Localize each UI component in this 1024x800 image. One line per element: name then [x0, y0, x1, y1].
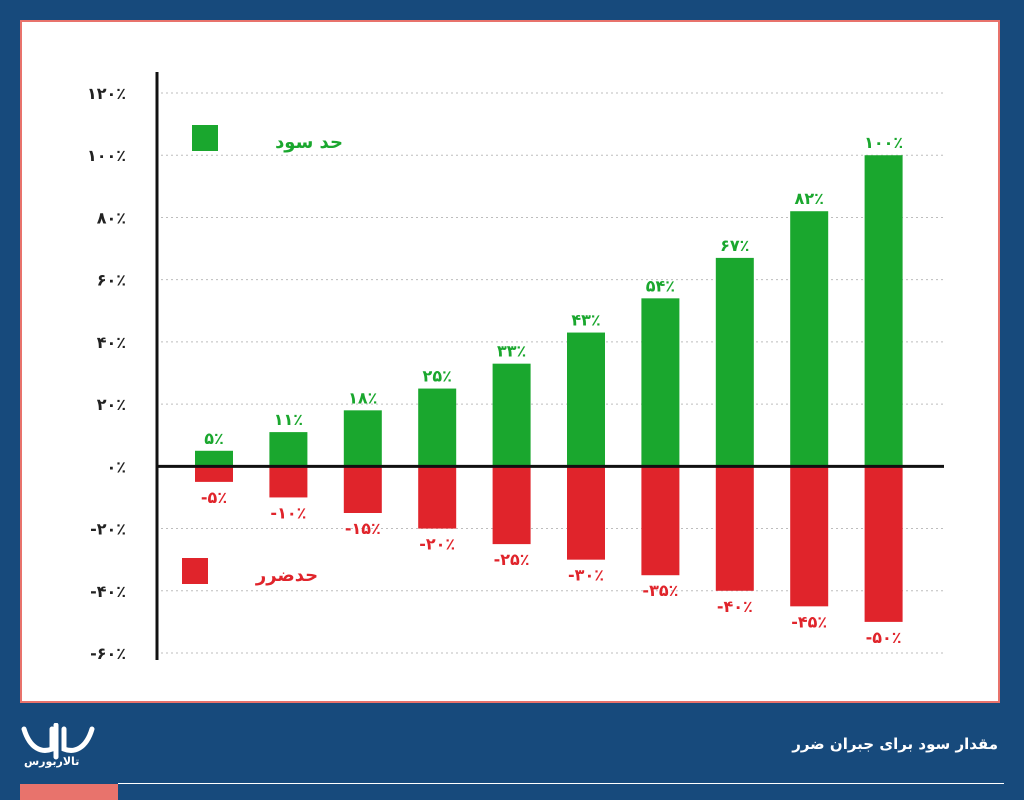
loss-bar — [195, 466, 233, 482]
profit-bar — [418, 388, 457, 467]
y-tick-label: ۴۰٪ — [97, 333, 126, 352]
y-tick-label: ۶۰٪ — [97, 271, 126, 290]
legend-profit-label: حد سود — [275, 132, 343, 153]
y-tick-label: ۸۰٪ — [97, 208, 126, 227]
data-label: ۴۳٪ — [571, 311, 600, 330]
logo-text: تالاربورس — [24, 755, 80, 768]
data-label: -۳۵٪ — [642, 581, 678, 600]
y-tick-label: -۶۰٪ — [90, 644, 126, 663]
data-label: -۲۵٪ — [494, 550, 530, 569]
profit-bar — [641, 298, 680, 467]
loss-bar — [343, 466, 382, 513]
loss-bar — [269, 466, 308, 498]
data-label: ۲۵٪ — [423, 367, 452, 386]
profit-bar — [864, 155, 903, 467]
footer: تالاربورس مقدار سود برای جبران ضرر — [0, 703, 1024, 800]
data-label: ۱۸٪ — [348, 388, 377, 407]
loss-bar — [567, 466, 605, 560]
data-label: ۱۱٪ — [274, 410, 303, 429]
data-label: ۳۳٪ — [497, 342, 526, 361]
data-label: ۱۰۰٪ — [864, 133, 903, 152]
footer-divider — [118, 783, 1004, 784]
data-label: ۵۴٪ — [646, 276, 675, 295]
profit-bar — [715, 257, 754, 467]
y-tick-label: ۱۲۰٪ — [87, 84, 126, 103]
data-label: -۲۰٪ — [419, 535, 455, 554]
legend-loss-swatch — [182, 558, 208, 584]
data-label: -۵۰٪ — [866, 628, 902, 647]
loss-bar — [715, 466, 754, 591]
chart-caption: مقدار سود برای جبران ضرر — [792, 735, 998, 753]
loss-bar — [864, 466, 903, 622]
y-tick-label: ۰٪ — [106, 457, 126, 476]
y-tick-label: ۱۰۰٪ — [87, 146, 126, 165]
profit-bar — [492, 363, 531, 467]
loss-bar — [492, 466, 531, 545]
logo-icon — [21, 723, 95, 760]
legend-loss-label: حدضرر — [255, 565, 318, 586]
data-label: ۶۷٪ — [720, 236, 749, 255]
loss-bar — [790, 466, 829, 607]
profit-bar — [195, 450, 233, 467]
data-label: ۸۲٪ — [795, 189, 824, 208]
profit-bar — [567, 332, 605, 467]
loss-bar — [418, 466, 457, 529]
y-tick-label: -۲۰٪ — [90, 520, 126, 539]
loss-bar — [641, 466, 680, 576]
profit-bar — [269, 432, 308, 467]
data-label: -۱۰٪ — [270, 503, 306, 522]
data-label: -۱۵٪ — [345, 519, 381, 538]
legend-profit-swatch — [192, 125, 218, 151]
data-label: -۳۰٪ — [568, 566, 604, 585]
y-tick-label: -۴۰٪ — [90, 582, 126, 601]
profit-bar — [790, 211, 829, 467]
profit-loss-chart: ۱۲۰٪ ۱۰۰٪ ۸۰٪ ۶۰٪ ۴۰٪ ۲۰٪ ۰٪ -۲۰٪ -۴۰٪ -۶۰٪ ۵٪ ۱۱٪ ۱… — [87, 72, 944, 663]
data-label: -۵٪ — [201, 488, 227, 507]
data-label: -۴۰٪ — [717, 597, 753, 616]
data-label: -۴۵٪ — [791, 612, 827, 631]
y-tick-label: ۲۰٪ — [97, 395, 126, 414]
footer-accent-bar — [20, 784, 118, 800]
chart-panel: ۱۲۰٪ ۱۰۰٪ ۸۰٪ ۶۰٪ ۴۰٪ ۲۰٪ ۰٪ -۲۰٪ -۴۰٪ -۶۰٪ ۵٪ ۱۱٪ ۱… — [20, 20, 1000, 703]
data-label: ۵٪ — [204, 429, 224, 448]
profit-bar — [343, 410, 382, 467]
